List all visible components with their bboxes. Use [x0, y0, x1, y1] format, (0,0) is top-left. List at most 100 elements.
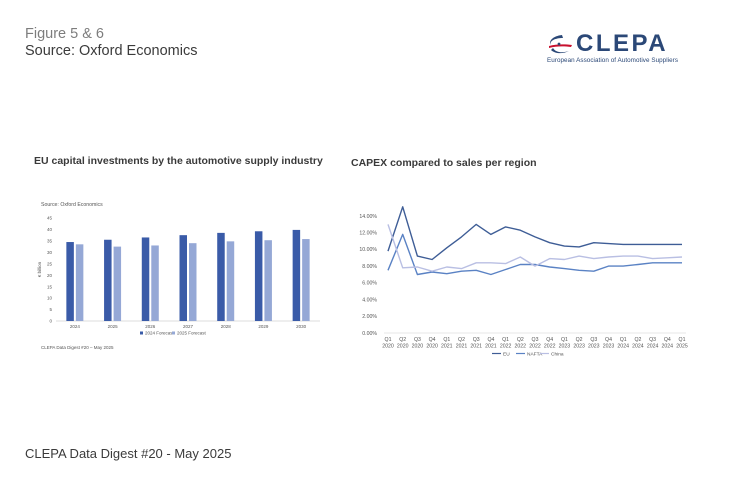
bar — [292, 229, 301, 321]
bar-y-tick-label: 0 — [49, 319, 52, 324]
line-y-tick-label: 0.00% — [362, 331, 377, 337]
line-x-tick-quarter: Q2 — [399, 337, 406, 343]
line-x-tick-year: 2023 — [573, 344, 585, 350]
line-y-tick-label: 4.00% — [362, 297, 377, 303]
line-x-tick-quarter: Q2 — [458, 337, 465, 343]
line-x-tick-quarter: Q3 — [532, 337, 539, 343]
line-y-tick-label: 12.00% — [359, 231, 377, 237]
line-x-tick-year: 2020 — [412, 344, 424, 350]
line-chart-title: CAPEX compared to sales per region — [351, 157, 537, 169]
bar — [113, 246, 122, 321]
bar-y-tick-label: 25 — [47, 261, 53, 266]
line-legend-label: China — [551, 351, 564, 357]
line-x-tick-year: 2025 — [676, 344, 688, 350]
bar-chart: Source: Oxford Economics0510152025303540… — [37, 202, 320, 350]
line-x-tick-quarter: Q1 — [679, 337, 686, 343]
bar-y-axis-label: € billion — [37, 261, 42, 277]
bar-x-tick-label: 2030 — [296, 324, 307, 329]
bar-legend-label: 2024 Forecast — [145, 331, 175, 336]
line-x-tick-quarter: Q1 — [620, 337, 627, 343]
line-y-tick-label: 2.00% — [362, 314, 377, 320]
series-line-nafta — [387, 233, 682, 276]
bar — [151, 245, 159, 321]
bar-legend-swatch — [172, 331, 175, 335]
line-x-tick-quarter: Q2 — [576, 337, 583, 343]
bar — [104, 239, 112, 321]
footer-text: CLEPA Data Digest #20 - May 2025 — [25, 446, 232, 461]
line-x-tick-quarter: Q4 — [664, 337, 671, 343]
line-x-tick-year: 2024 — [617, 344, 629, 350]
line-x-tick-quarter: Q4 — [429, 337, 436, 343]
bar — [217, 232, 225, 321]
bar — [66, 242, 74, 321]
line-x-tick-year: 2021 — [485, 344, 497, 350]
bar — [226, 241, 235, 321]
line-x-tick-year: 2022 — [500, 344, 512, 350]
bar-x-tick-label: 2027 — [183, 324, 194, 329]
line-y-tick-label: 6.00% — [362, 281, 377, 287]
line-legend-label: NAFTA — [527, 351, 543, 357]
clepa-swoosh-icon — [549, 35, 572, 54]
logo-wordmark: CLEPA — [576, 30, 669, 57]
line-x-tick-year: 2024 — [647, 344, 659, 350]
line-chart: 0.00% 2.00% 4.00% 6.00% 8.00% 10.00% 12.00% 14.… — [359, 206, 688, 357]
bar-x-tick-label: 2025 — [108, 324, 119, 329]
bar — [302, 239, 310, 321]
line-x-tick-year: 2021 — [441, 344, 453, 350]
bar — [189, 243, 197, 321]
logo-tagline: European Association of Automotive Suppl… — [547, 57, 679, 64]
slide-header: Figure 5 & 6 Source: Oxford Economics — [25, 26, 197, 60]
bar-y-tick-label: 30 — [47, 250, 53, 255]
line-y-tick-label: 10.00% — [359, 247, 377, 253]
line-x-tick-year: 2024 — [632, 344, 644, 350]
bar — [75, 244, 84, 321]
bar-y-tick-label: 20 — [47, 273, 53, 278]
line-x-tick-year: 2023 — [588, 344, 600, 350]
series-line-china — [387, 224, 683, 272]
bar-y-tick-label: 5 — [49, 307, 52, 312]
line-x-tick-year: 2020 — [397, 344, 409, 350]
line-x-tick-year: 2023 — [603, 344, 615, 350]
figure-source: Source: Oxford Economics — [25, 43, 198, 59]
series-line-eu — [387, 206, 682, 261]
clepa-logo: CLEPA European Association of Automotive… — [546, 30, 678, 68]
line-x-tick-quarter: Q3 — [414, 337, 421, 343]
line-x-tick-quarter: Q1 — [443, 337, 450, 343]
line-x-tick-quarter: Q3 — [590, 337, 597, 343]
bar-chart-source-note: Source: Oxford Economics — [41, 202, 103, 208]
line-x-tick-year: 2021 — [456, 344, 468, 350]
bar-y-tick-label: 15 — [47, 284, 53, 289]
line-x-tick-quarter: Q2 — [634, 337, 641, 343]
line-x-tick-quarter: Q3 — [473, 337, 480, 343]
bar-x-tick-label: 2029 — [258, 324, 269, 329]
bar-y-tick-label: 40 — [47, 227, 53, 232]
line-x-tick-year: 2020 — [382, 344, 394, 350]
bar-legend-swatch — [140, 331, 143, 335]
bar-x-tick-label: 2024 — [70, 324, 81, 329]
figure-label: Figure 5 & 6 — [25, 26, 104, 42]
bar-y-tick-label: 10 — [47, 296, 53, 301]
line-x-tick-quarter: Q2 — [517, 337, 524, 343]
line-x-tick-quarter: Q1 — [561, 337, 568, 343]
line-x-tick-quarter: Q3 — [649, 337, 656, 343]
line-x-tick-quarter: Q1 — [502, 337, 509, 343]
bar — [264, 240, 272, 321]
line-legend-label: EU — [503, 351, 510, 357]
line-x-tick-year: 2024 — [662, 344, 674, 350]
bar-x-tick-label: 2026 — [145, 324, 156, 329]
line-x-tick-quarter: Q4 — [546, 337, 553, 343]
bar — [254, 231, 263, 321]
line-x-tick-year: 2020 — [426, 344, 438, 350]
line-x-tick-year: 2023 — [559, 344, 571, 350]
bar — [179, 235, 187, 321]
line-x-tick-year: 2022 — [515, 344, 527, 350]
bar-chart-footnote: CLEPA Data Digest #20 – May 2025 — [41, 345, 114, 350]
bar-legend-label: 2025 Forecast — [177, 331, 207, 336]
line-x-tick-year: 2022 — [544, 344, 556, 350]
bar-y-tick-label: 35 — [47, 238, 53, 243]
bar-y-tick-label: 45 — [47, 216, 53, 221]
line-x-tick-year: 2022 — [529, 344, 541, 350]
bar-chart-title: EU capital investments by the automotive… — [34, 155, 323, 167]
bar — [141, 237, 150, 321]
line-x-tick-quarter: Q1 — [385, 337, 392, 343]
